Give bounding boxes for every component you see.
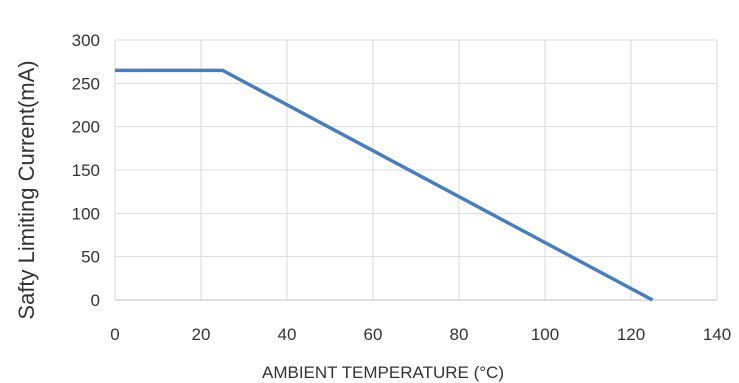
- x-tick-label: 80: [450, 325, 469, 344]
- y-tick-label: 300: [72, 31, 100, 50]
- y-tick-label: 200: [72, 118, 100, 137]
- y-tick-label: 250: [72, 74, 100, 93]
- x-tick-label: 120: [617, 325, 645, 344]
- x-axis-label: AMBIENT TEMPERATURE (°C): [262, 363, 504, 382]
- y-tick-label: 50: [81, 248, 100, 267]
- y-tick-label: 100: [72, 204, 100, 223]
- x-tick-label: 60: [364, 325, 383, 344]
- x-axis-ticks: 0 20 40 60 80 100 120 140: [110, 325, 731, 344]
- x-tick-label: 140: [703, 325, 731, 344]
- x-tick-label: 100: [531, 325, 559, 344]
- series-layer: [115, 68, 654, 302]
- y-tick-label: 150: [72, 161, 100, 180]
- grid: [114, 39, 718, 301]
- y-tick-label: 0: [91, 291, 100, 310]
- x-tick-label: 0: [110, 325, 119, 344]
- x-tick-label: 20: [192, 325, 211, 344]
- x-tick-label: 40: [278, 325, 297, 344]
- series-line-0: [115, 68, 654, 302]
- y-axis-label: Safty Limiting Current(mA): [14, 60, 39, 319]
- y-axis-ticks: 0 50 100 150 200 250 300: [72, 31, 100, 310]
